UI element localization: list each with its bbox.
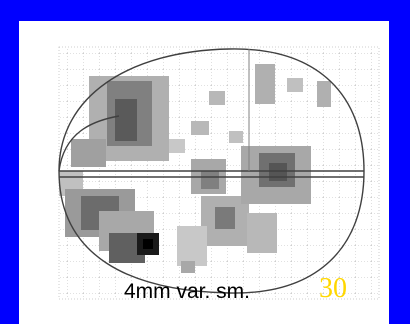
glass-brain-icon [58,46,380,300]
figure-panel [19,21,389,324]
brain-outline [58,48,365,294]
slide-number: 30 [319,273,347,304]
figure-caption: 4mm var. sm. [124,280,251,303]
